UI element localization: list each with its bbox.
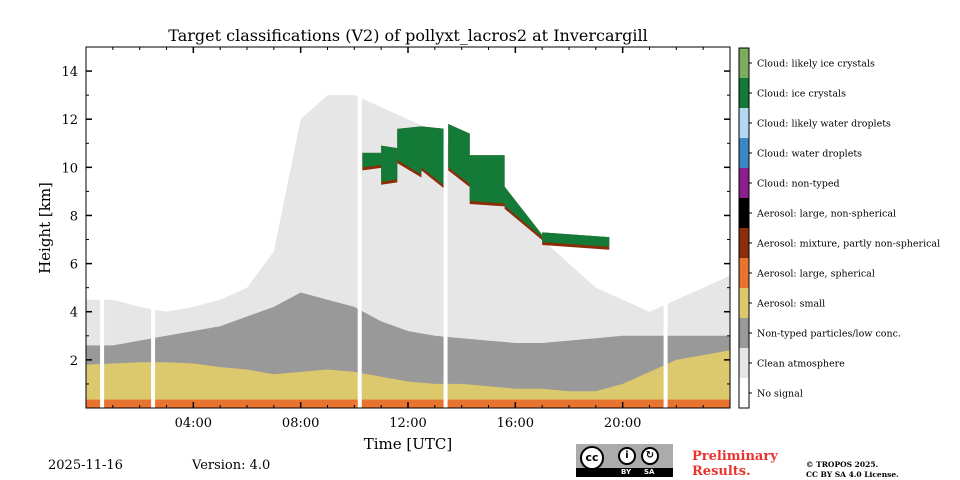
colorbar-swatch [739,288,749,318]
colorbar-label: Aerosol: mixture, partly non-spherical [756,239,940,250]
x-tick-label: 04:00 [175,416,212,431]
colorbar-frame [738,47,750,409]
colorbar-swatch [739,48,749,78]
colorbar-swatch [739,78,749,108]
colorbar-swatch [739,228,749,258]
ice-cloud-segment-5 [469,155,505,204]
colorbar-swatch [739,168,749,198]
x-tick-label: 20:00 [604,416,641,431]
x-axis-label: Time [UTC] [364,435,453,453]
colorbar-label: Non-typed particles/low conc. [757,329,901,340]
ice-cloud-segment-7 [542,232,610,247]
y-tick-label: 2 [70,354,78,369]
classification-field [86,47,730,408]
colorbar-swatch [739,108,749,138]
cc-by-label: BY [621,468,632,476]
ice-cloud-segment-6 [504,186,543,238]
preliminary-results-note: Preliminary Results. [692,449,778,479]
preliminary-line-1: Preliminary [692,449,778,464]
preliminary-line-2: Results. [692,464,751,479]
colorbar-label: Cloud: ice crystals [757,89,846,100]
colorbar-swatch [739,258,749,288]
x-tick-label: 12:00 [389,416,426,431]
colorbar-label: Cloud: likely water droplets [757,119,891,130]
data-gap-2 [357,47,362,408]
colorbar-label: Cloud: water droplets [757,149,862,160]
ice-cloud-segment-1 [381,145,398,182]
y-tick-label: 10 [61,161,78,176]
attribution-icon: i [618,447,636,465]
plot-area [86,47,730,408]
data-gap-3 [443,47,448,408]
y-tick-label: 4 [70,306,78,321]
colorbar-swatch [739,198,749,228]
version-label: Version: 4.0 [192,458,271,473]
x-tick-label: 16:00 [497,416,534,431]
colorbar-label: Aerosol: large, spherical [756,269,875,280]
cc-logo-icon: cc [580,446,604,470]
cc-badge-bar [576,468,673,477]
data-gap-0 [100,47,105,408]
axes: 04:00 08:00 12:00 16:00 20:00 2 4 6 8 10 12 14 [61,46,731,431]
y-tick-label: 14 [61,65,78,80]
y-tick-label: 6 [70,258,78,273]
copyright-line-2: CC BY SA 4.0 License. [806,470,899,479]
colorbar-swatch [739,378,749,408]
copyright-line-1: © TROPOS 2025. [806,460,879,469]
cc-sa-label: SA [644,468,655,476]
ice-cloud-segment-3 [421,126,446,187]
colorbar-swatch [739,318,749,348]
date-label: 2025-11-16 [48,458,123,473]
colorbar-label: Aerosol: small [756,299,825,310]
ice-cloud-segment-4 [448,124,470,185]
data-gap-4 [663,47,668,408]
colorbar: No signal Clean atmosphere Non-typed parti… [738,47,940,409]
small-aerosol-region [86,350,730,408]
x-tick-label: 08:00 [282,416,319,431]
colorbar-label: Cloud: likely ice crystals [757,59,875,70]
colorbar-label: Cloud: non-typed [757,179,840,190]
share-alike-icon: ↻ [641,447,659,465]
colorbar-label: Clean atmosphere [757,359,845,370]
y-tick-label: 8 [70,209,78,224]
copyright-note: © TROPOS 2025. CC BY SA 4.0 License. [806,460,899,480]
chart-title: Target classifications (V2) of pollyxt_l… [168,26,647,45]
y-axis-label: Height [km] [36,182,54,274]
ice-cloud-segment-2 [397,126,422,175]
colorbar-swatch [739,138,749,168]
ice-cloud-segment-0 [362,152,382,168]
colorbar-swatch [739,348,749,378]
colorbar-label: No signal [757,389,803,400]
cc-license-badge: cc i ↻ BY SA [576,444,673,477]
y-tick-label: 12 [61,113,78,128]
data-gap-1 [151,47,156,408]
colorbar-label: Aerosol: large, non-spherical [756,209,896,220]
